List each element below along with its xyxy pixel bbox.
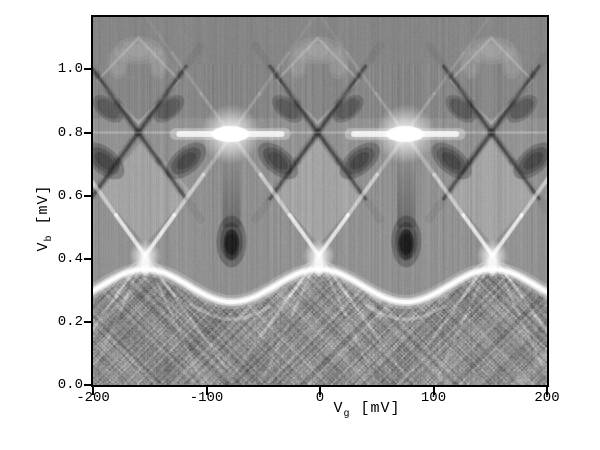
y-axis-symbol: V [35,241,52,252]
x-axis-tick [432,387,435,395]
x-axis-tick [205,387,208,395]
y-axis-tick [84,131,91,134]
x-axis-title: Vg [mV] [333,400,400,420]
y-axis-subscript: b [44,234,55,242]
x-axis-unit: [mV] [360,400,401,417]
y-axis-tick-label: 0.2 [57,313,83,330]
y-axis-tick [84,320,91,323]
x-axis-subscript: g [343,409,351,420]
heatmap-canvas [91,15,549,387]
y-axis-tick-label: 0.4 [57,250,83,267]
y-axis-title: Vb [mV] [35,184,55,251]
x-axis-symbol: V [333,400,344,417]
x-axis-tick-label: -100 [189,390,224,406]
x-axis-tick-label: 100 [420,390,447,406]
y-axis-tick [84,194,91,197]
y-axis-tick [84,257,91,260]
y-axis-tick-label: 0.8 [57,124,83,141]
x-axis-tick [319,387,321,395]
y-axis-tick [84,68,91,71]
y-axis-tick [84,384,91,386]
y-axis-unit: [mV] [35,184,52,225]
y-axis-tick-label: 1.0 [57,61,83,78]
x-axis-tick-label: 200 [534,390,560,406]
x-axis-tick-label: -200 [76,390,110,406]
x-axis-tick [92,387,94,395]
x-axis-tick-label: 0 [315,390,325,406]
y-axis-tick-label: 0.6 [57,187,83,204]
y-axis-tick-label: 0.0 [57,377,83,393]
x-axis-tick [546,387,548,395]
